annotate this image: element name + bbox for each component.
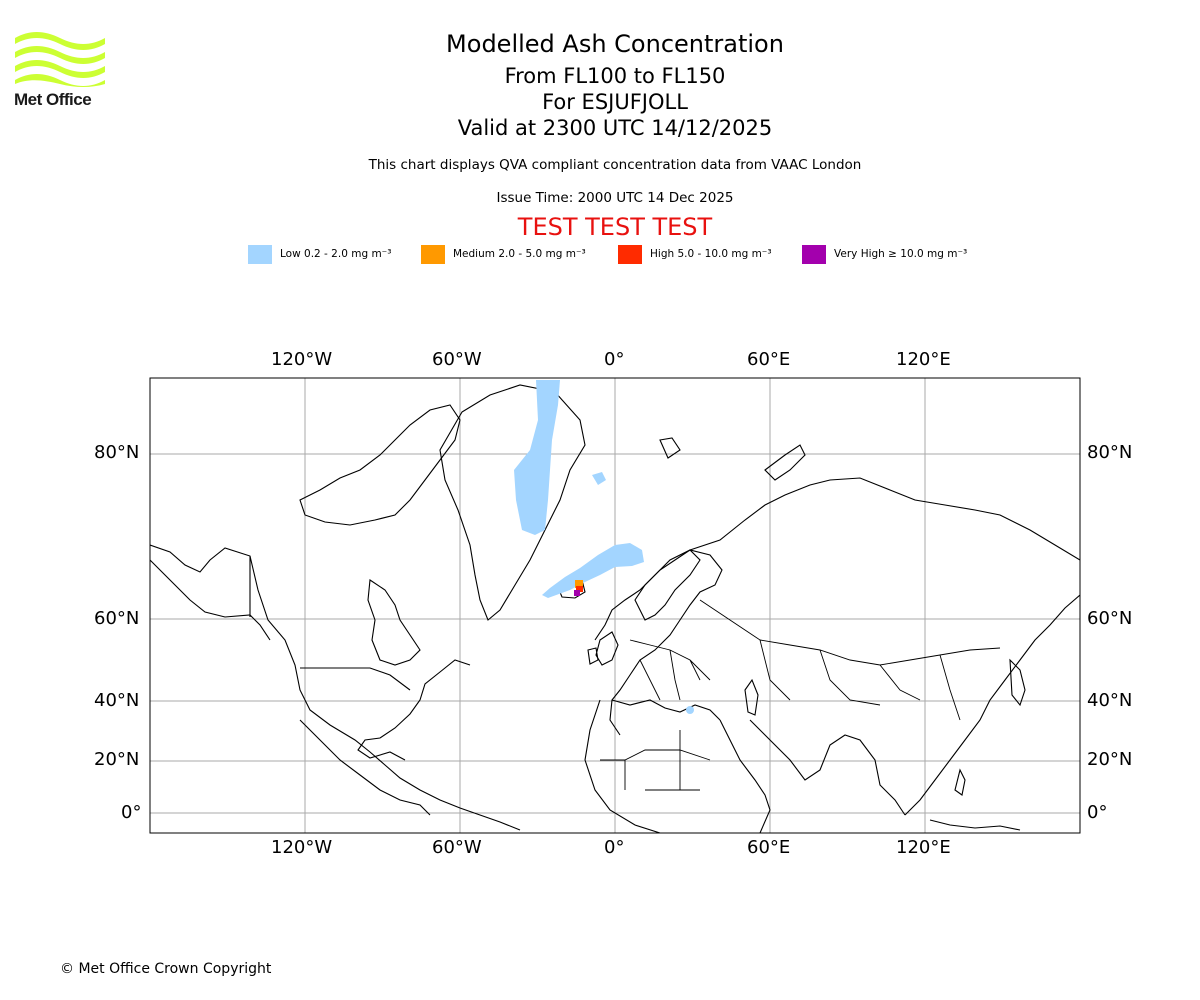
- met-office-logo: Met Office: [14, 30, 106, 112]
- chart-description: This chart displays QVA compliant concen…: [368, 157, 862, 173]
- lon-label-top-2: 60°W: [432, 349, 482, 370]
- ash-plume-greenland: [514, 380, 560, 535]
- ash-plume-east: [592, 472, 606, 485]
- ash-high: [576, 586, 583, 592]
- legend-item-low: Low 0.2 - 2.0 mg m⁻³: [248, 244, 391, 264]
- svalbard: [659, 437, 681, 459]
- ash-plume-norwegian-sea: [542, 543, 644, 598]
- alaska: [150, 559, 271, 641]
- asia-east-coast: [904, 594, 1080, 816]
- ash-high-levels: [574, 580, 583, 596]
- lon-label-top-5: 120°E: [896, 349, 951, 370]
- lat-label-left-3: 40°N: [94, 690, 140, 711]
- philippines: [954, 768, 966, 796]
- lon-label-bottom-3: 0°: [604, 837, 625, 858]
- flight-levels: From FL100 to FL150: [504, 64, 726, 88]
- lat-label-right-3: 40°N: [1087, 690, 1133, 711]
- lon-label-top-1: 120°W: [271, 349, 333, 370]
- asia-borders: [699, 599, 1001, 721]
- lat-label-left-1: 80°N: [94, 442, 140, 463]
- ash-plume-turkey: [686, 706, 694, 714]
- europe-coast: [594, 549, 723, 736]
- lon-label-bottom-5: 120°E: [896, 837, 951, 858]
- lon-label-bottom-2: 60°W: [432, 837, 482, 858]
- central-america: [299, 719, 431, 816]
- legend-swatch-medium: [421, 244, 445, 264]
- ash-low: [514, 380, 694, 714]
- valid-time: Valid at 2300 UTC 14/12/2025: [457, 116, 773, 140]
- lon-label-top-4: 60°E: [747, 349, 791, 370]
- africa-borders: [600, 730, 711, 791]
- coastlines: [150, 384, 1080, 833]
- north-america-coast: [150, 544, 521, 831]
- legend-swatch-very-high: [802, 244, 826, 264]
- north-america-coast-east: [357, 659, 471, 761]
- legend-label-very-high: Very High ≥ 10.0 mg m⁻³: [834, 248, 968, 260]
- map-frame: [149, 377, 1081, 834]
- siberia-coast: [689, 477, 1080, 561]
- issue-time: Issue Time: 2000 UTC 14 Dec 2025: [496, 190, 734, 206]
- legend-swatch-high: [618, 244, 642, 264]
- legend-label-medium: Medium 2.0 - 5.0 mg m⁻³: [453, 248, 586, 260]
- lat-label-right-1: 80°N: [1087, 442, 1133, 463]
- lat-label-right-4: 20°N: [1087, 749, 1133, 770]
- hudson-bay: [367, 579, 421, 666]
- africa-coast: [584, 699, 771, 833]
- greenland: [439, 384, 586, 621]
- mediterranean: [611, 699, 721, 721]
- lat-label-left-4: 20°N: [94, 749, 140, 770]
- indonesia: [929, 819, 1021, 831]
- ash-medium: [575, 580, 583, 588]
- lat-label-left-5: 0°: [121, 802, 142, 823]
- volcano-name: For ESJUFJOLL: [542, 90, 688, 114]
- caspian-sea: [744, 678, 759, 716]
- lon-label-bottom-4: 60°E: [747, 837, 791, 858]
- british-isles: [587, 631, 619, 666]
- legend-item-medium: Medium 2.0 - 5.0 mg m⁻³: [421, 244, 586, 264]
- lat-label-right-2: 60°N: [1087, 608, 1133, 629]
- japan: [1009, 658, 1026, 707]
- met-office-wave-icon: [15, 32, 105, 87]
- legend-swatch-low: [248, 244, 272, 264]
- lat-label-right-5: 0°: [1087, 802, 1108, 823]
- copyright-notice: © Met Office Crown Copyright: [60, 961, 272, 977]
- chart-title: Modelled Ash Concentration: [446, 30, 784, 58]
- us-canada-border: [249, 556, 411, 691]
- legend-label-low: Low 0.2 - 2.0 mg m⁻³: [280, 248, 392, 260]
- lon-label-top-3: 0°: [604, 349, 625, 370]
- scandinavia: [634, 549, 701, 621]
- legend-item-very-high: Very High ≥ 10.0 mg m⁻³: [802, 244, 967, 264]
- ash-very-high: [574, 590, 580, 596]
- arctic-archipelago: [299, 404, 461, 526]
- asia-south-coast: [749, 719, 906, 816]
- lat-label-left-2: 60°N: [94, 608, 140, 629]
- test-banner: TEST TEST TEST: [517, 213, 713, 241]
- europe-borders: [629, 639, 711, 701]
- legend-item-high: High 5.0 - 10.0 mg m⁻³: [618, 244, 772, 264]
- logo-text: Met Office: [14, 90, 92, 109]
- novaya-zemlya: [764, 444, 806, 481]
- lon-label-bottom-1: 120°W: [271, 837, 333, 858]
- legend-label-high: High 5.0 - 10.0 mg m⁻³: [650, 248, 772, 260]
